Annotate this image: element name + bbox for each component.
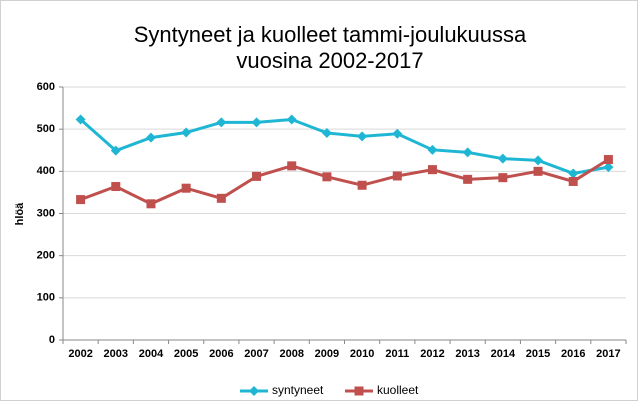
y-tick-label: 100 xyxy=(37,292,55,304)
x-tick-label: 2005 xyxy=(174,348,198,360)
marker xyxy=(462,147,473,158)
marker xyxy=(146,199,156,209)
y-axis-label: hlöä xyxy=(14,202,26,225)
chart-title: vuosina 2002-2017 xyxy=(236,48,423,73)
marker xyxy=(533,166,543,176)
marker xyxy=(603,162,614,173)
series-line xyxy=(80,158,610,206)
x-tick-label: 2013 xyxy=(455,348,479,360)
y-tick-label: 200 xyxy=(37,250,55,262)
marker xyxy=(145,132,156,143)
marker xyxy=(321,127,332,138)
marker xyxy=(463,174,473,184)
x-tick-label: 2016 xyxy=(561,348,585,360)
legend-label: syntyneet xyxy=(272,383,324,397)
marker xyxy=(357,131,368,142)
marker xyxy=(427,165,437,175)
marker xyxy=(111,182,121,192)
marker xyxy=(110,145,121,156)
marker xyxy=(603,155,613,165)
series-line xyxy=(79,117,609,175)
marker xyxy=(392,171,402,181)
y-tick-label: 600 xyxy=(37,81,55,93)
y-tick-label: 300 xyxy=(37,207,55,219)
marker xyxy=(357,180,367,190)
legend-label: kuolleet xyxy=(377,383,419,397)
y-tick-label: 0 xyxy=(49,334,55,346)
x-tick-label: 2002 xyxy=(68,348,92,360)
marker xyxy=(216,193,226,203)
x-tick-label: 2017 xyxy=(596,348,620,360)
marker xyxy=(252,171,262,181)
x-tick-label: 2008 xyxy=(279,348,303,360)
marker xyxy=(498,173,508,183)
marker xyxy=(216,117,227,128)
marker xyxy=(497,153,508,164)
x-tick-label: 2009 xyxy=(315,348,339,360)
y-tick-label: 400 xyxy=(37,165,55,177)
marker xyxy=(181,183,191,193)
x-tick-label: 2004 xyxy=(139,348,164,360)
marker xyxy=(75,114,86,125)
marker xyxy=(568,168,579,179)
x-tick-label: 2011 xyxy=(385,348,409,360)
x-tick-label: 2010 xyxy=(350,348,374,360)
marker xyxy=(287,161,297,171)
chart-title: Syntyneet ja kuolleet tammi-joulukuussa xyxy=(134,22,527,47)
marker xyxy=(427,144,438,155)
marker xyxy=(322,172,332,182)
marker xyxy=(181,127,192,138)
marker xyxy=(286,114,297,125)
x-tick-label: 2007 xyxy=(244,348,268,360)
x-tick-label: 2015 xyxy=(526,348,550,360)
marker xyxy=(392,128,403,139)
x-tick-label: 2003 xyxy=(104,348,128,360)
marker xyxy=(76,195,86,205)
marker xyxy=(251,117,262,128)
y-tick-label: 500 xyxy=(37,123,55,135)
marker xyxy=(249,386,259,396)
marker xyxy=(568,176,578,186)
x-tick-label: 2006 xyxy=(209,348,233,360)
x-tick-label: 2014 xyxy=(491,348,516,360)
x-tick-label: 2012 xyxy=(420,348,444,360)
marker xyxy=(533,155,544,166)
marker xyxy=(354,386,364,396)
